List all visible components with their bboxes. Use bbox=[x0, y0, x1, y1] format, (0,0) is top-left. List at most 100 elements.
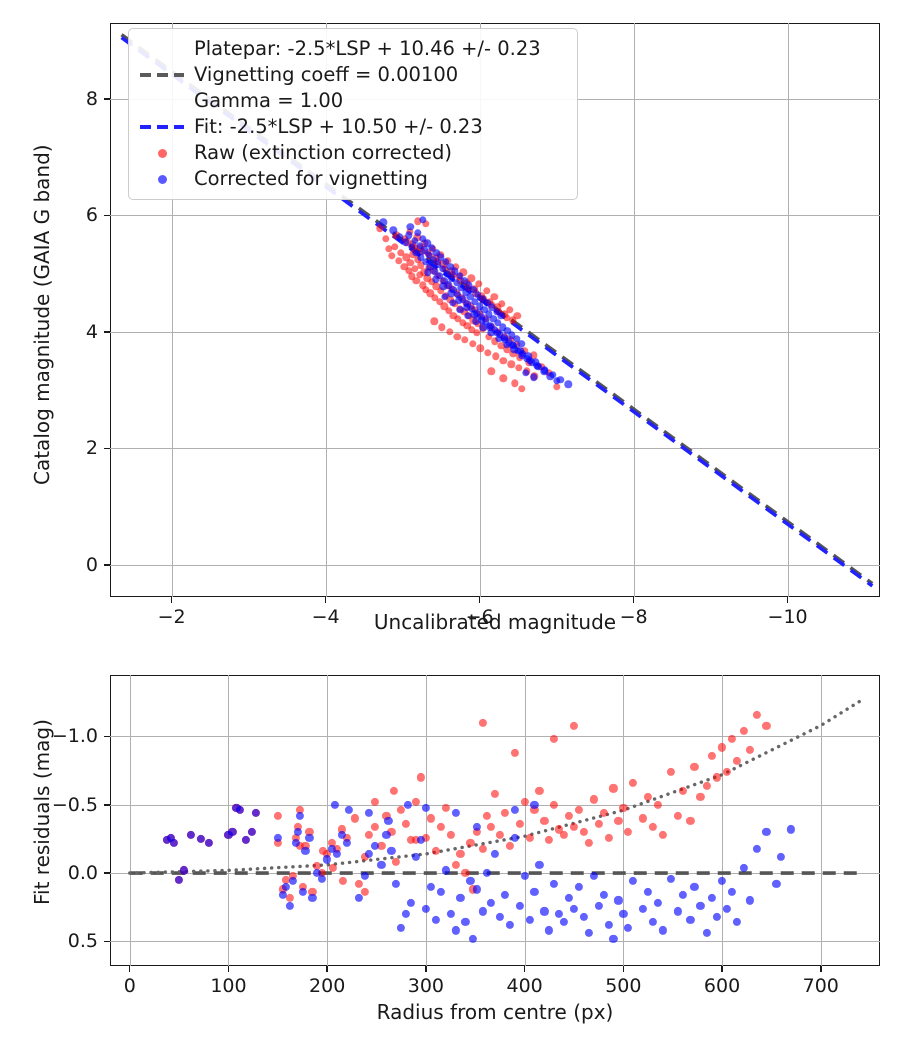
scatter-point bbox=[397, 923, 406, 932]
scatter-point bbox=[461, 869, 470, 878]
scatter-point bbox=[483, 869, 492, 878]
top-x-axis-title: Uncalibrated magnitude bbox=[373, 610, 617, 634]
scatter-point bbox=[490, 849, 500, 859]
scatter-point bbox=[492, 352, 500, 361]
scatter-point bbox=[629, 877, 638, 886]
scatter-point bbox=[454, 315, 462, 323]
scatter-point bbox=[560, 830, 569, 839]
grid-line-vertical bbox=[171, 23, 173, 597]
scatter-point bbox=[408, 243, 416, 251]
scatter-point bbox=[686, 817, 695, 826]
scatter-point bbox=[473, 885, 482, 894]
scatter-point bbox=[295, 806, 304, 815]
scatter-point bbox=[301, 841, 310, 850]
legend-label-platepar: Platepar: -2.5*LSP + 10.46 +/- 0.23 bbox=[194, 37, 541, 61]
scatter-point bbox=[515, 901, 524, 910]
scatter-point bbox=[449, 311, 458, 320]
scatter-point bbox=[370, 797, 379, 807]
legend-marker-dot-blue-icon bbox=[139, 167, 185, 191]
scatter-point bbox=[594, 819, 603, 828]
scatter-point bbox=[732, 918, 741, 927]
grid-line-horizontal bbox=[110, 448, 880, 450]
scatter-point bbox=[453, 332, 461, 341]
scatter-point bbox=[318, 874, 327, 883]
scatter-point bbox=[467, 274, 475, 282]
scatter-point bbox=[479, 718, 488, 727]
x-tick bbox=[523, 966, 526, 972]
scatter-point bbox=[658, 926, 667, 935]
scatter-point bbox=[722, 767, 732, 777]
scatter-point bbox=[525, 357, 534, 365]
scatter-point bbox=[552, 382, 561, 391]
scatter-point bbox=[411, 237, 419, 245]
y-tick-label: 0 bbox=[85, 553, 98, 576]
grid-line-horizontal bbox=[110, 215, 880, 217]
scatter-point bbox=[248, 828, 257, 837]
scatter-point bbox=[332, 844, 342, 853]
scatter-point bbox=[505, 920, 514, 930]
scatter-point bbox=[388, 252, 396, 260]
scatter-point bbox=[495, 912, 505, 921]
y-tick bbox=[104, 940, 110, 943]
scatter-point bbox=[471, 297, 479, 306]
scatter-point bbox=[426, 262, 435, 271]
grid-line-vertical bbox=[425, 675, 427, 966]
grid-line-vertical bbox=[787, 23, 789, 597]
scatter-point bbox=[295, 841, 304, 850]
scatter-point bbox=[609, 934, 618, 943]
scatter-point bbox=[439, 282, 448, 291]
scatter-point bbox=[452, 262, 460, 271]
scatter-point bbox=[426, 882, 435, 891]
scatter-point bbox=[455, 296, 463, 305]
scatter-point bbox=[459, 268, 468, 277]
scatter-point bbox=[499, 374, 508, 383]
scatter-point bbox=[703, 929, 712, 938]
grid-line-vertical bbox=[623, 675, 625, 966]
scatter-point bbox=[529, 351, 538, 359]
scatter-point bbox=[510, 345, 518, 354]
scatter-point bbox=[520, 871, 529, 880]
scatter-point bbox=[196, 834, 205, 844]
grid-line-vertical bbox=[327, 675, 329, 966]
scatter-point bbox=[323, 855, 332, 864]
grid-line-horizontal bbox=[110, 736, 880, 738]
scatter-point bbox=[515, 364, 523, 372]
scatter-point bbox=[458, 318, 467, 327]
scatter-point bbox=[517, 339, 525, 348]
scatter-point bbox=[332, 849, 342, 859]
scatter-point bbox=[503, 326, 512, 335]
scatter-point bbox=[441, 803, 450, 812]
x-tick bbox=[128, 966, 131, 972]
x-tick bbox=[820, 966, 822, 972]
scatter-point bbox=[533, 361, 542, 370]
scatter-point bbox=[377, 860, 386, 869]
scatter-point bbox=[451, 267, 459, 275]
scatter-point bbox=[463, 322, 471, 330]
x-tick bbox=[227, 966, 230, 972]
scatter-point bbox=[385, 245, 393, 253]
x-tick-label: −6 bbox=[465, 606, 494, 628]
scatter-point bbox=[424, 268, 432, 277]
scatter-point bbox=[319, 847, 328, 856]
scatter-point bbox=[465, 281, 473, 289]
scatter-point bbox=[298, 882, 307, 891]
legend-entry-corrected: Corrected for vignetting bbox=[139, 166, 565, 192]
scatter-point bbox=[412, 276, 421, 285]
scatter-point bbox=[329, 863, 338, 872]
scatter-point bbox=[624, 828, 633, 837]
scatter-point bbox=[772, 879, 781, 889]
scatter-point bbox=[431, 294, 439, 302]
scatter-point bbox=[524, 352, 532, 361]
scatter-point bbox=[354, 893, 363, 902]
scatter-point bbox=[228, 828, 237, 837]
scatter-point bbox=[447, 267, 455, 275]
scatter-point bbox=[732, 756, 741, 766]
scatter-point bbox=[464, 311, 472, 320]
scatter-point bbox=[673, 811, 682, 820]
scatter-point bbox=[708, 893, 717, 902]
scatter-point bbox=[431, 267, 439, 275]
x-tick-label: 0 bbox=[123, 975, 136, 997]
scatter-point bbox=[482, 317, 490, 326]
fit-residuals-panel bbox=[110, 675, 880, 966]
scatter-point bbox=[560, 918, 569, 927]
